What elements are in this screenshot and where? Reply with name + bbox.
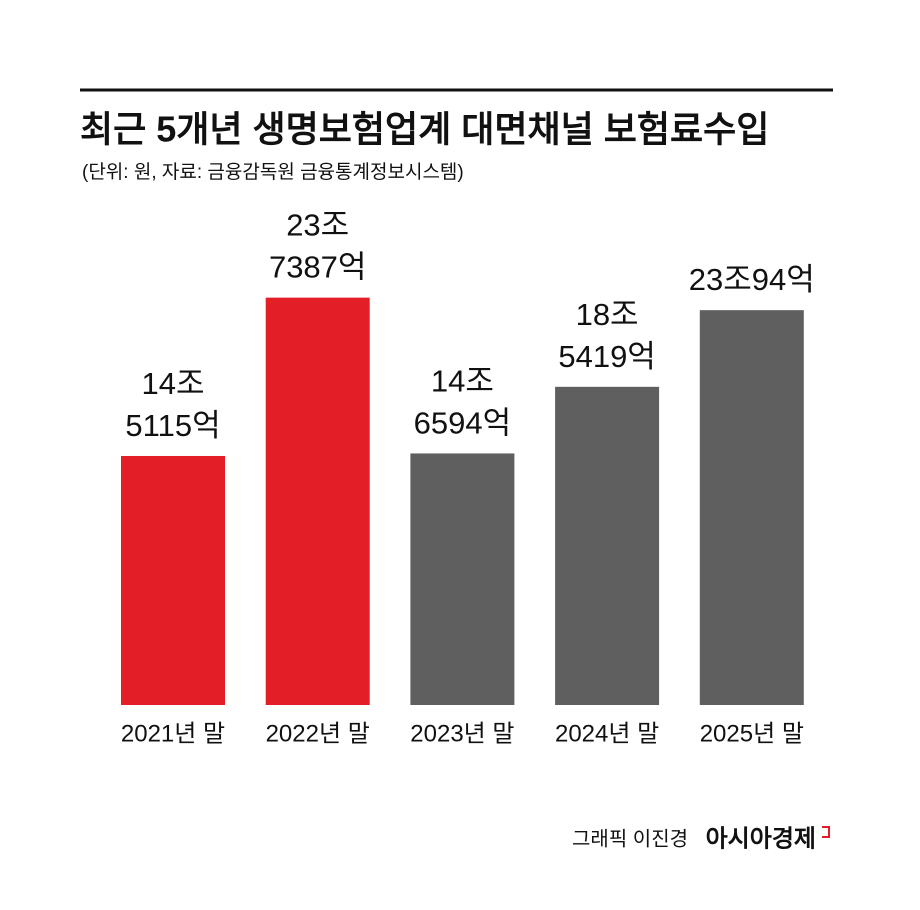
- bar: [699, 310, 804, 705]
- bar: [555, 386, 660, 705]
- bar: [121, 455, 225, 705]
- value-label: 18조 5419억: [558, 297, 655, 374]
- credit: 그래픽 이진경: [572, 827, 688, 850]
- publisher: 아시아경제: [706, 825, 816, 852]
- value-label: 23조94억: [689, 262, 815, 297]
- x-tick-label: 2023년 말: [410, 720, 514, 747]
- chart-subtitle: (단위: 원, 자료: 금융감독원 금융통계정보시스템): [82, 161, 464, 183]
- chart-title: 최근 5개년 생명보험업계 대면채널 보험료수입: [80, 109, 769, 150]
- x-tick-label: 2025년 말: [700, 720, 804, 747]
- bar: [410, 453, 515, 705]
- value-label: 14조 6594억: [414, 364, 511, 441]
- logo-mark: [822, 826, 830, 838]
- value-label: 14조 5115억: [125, 366, 220, 443]
- bar: [265, 297, 370, 705]
- x-tick-label: 2022년 말: [266, 720, 370, 747]
- x-tick-label: 2021년 말: [121, 720, 225, 747]
- value-label: 23조 7387억: [269, 208, 366, 285]
- x-tick-label: 2024년 말: [555, 720, 659, 747]
